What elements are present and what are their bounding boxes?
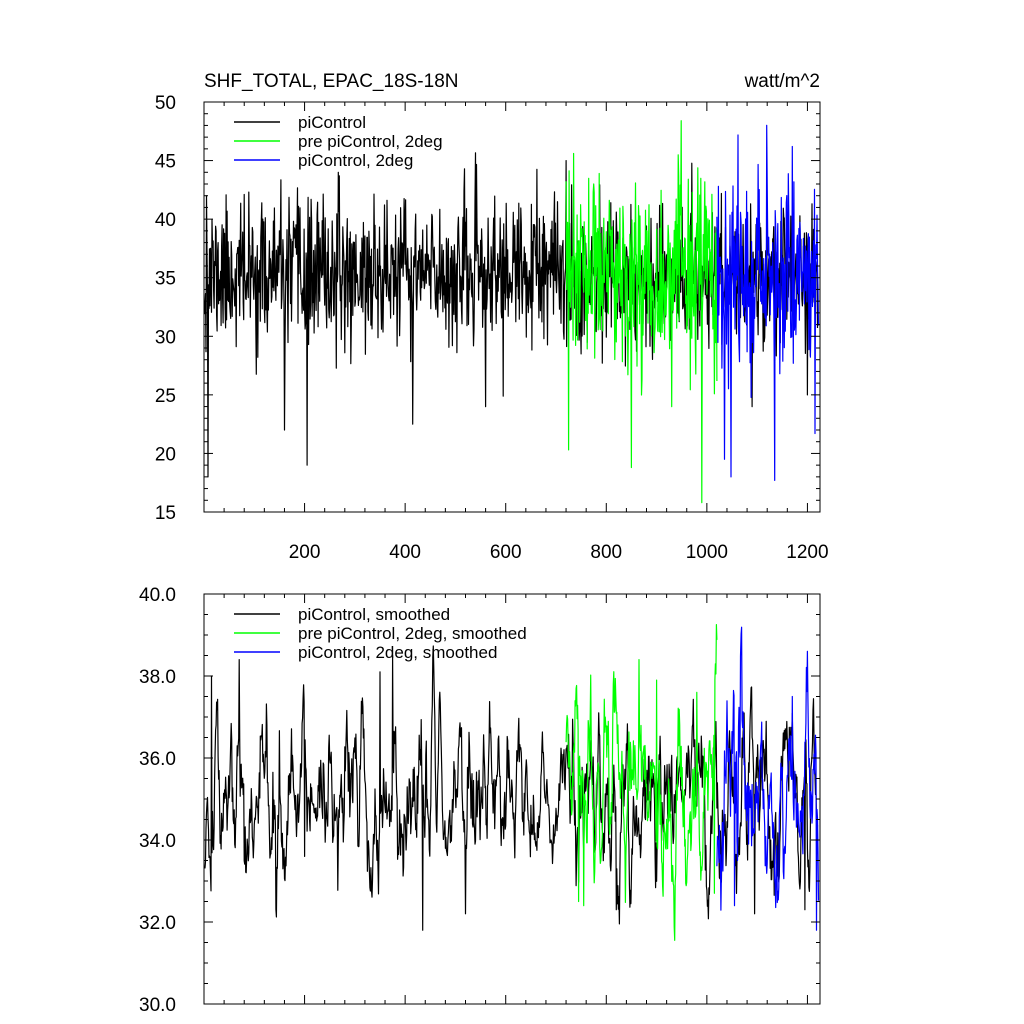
chart-top-series-line-3: [716, 124, 820, 481]
chart-bottom-legend-label-3: piControl, 2deg, smoothed: [298, 643, 497, 662]
chart-top-y-tick-label: 45: [155, 152, 176, 173]
chart-top-series: [203, 120, 820, 504]
chart-bottom-y-tick-label: 40.0: [139, 585, 176, 606]
chart-bottom-series: [204, 624, 820, 941]
chart-top-x-tick-label: 200: [289, 542, 321, 563]
chart-top-units: watt/m^2: [744, 71, 820, 92]
chart-top-x-tick-label: 600: [490, 542, 522, 563]
chart-top-legend-label-2: pre piControl, 2deg: [298, 132, 443, 151]
chart-bottom-series-line-2: [565, 624, 718, 941]
chart-top-frame: [203, 101, 821, 513]
chart-top-legend-label-3: piControl, 2deg: [298, 151, 413, 170]
chart-top-y-tick-label: 20: [155, 444, 176, 465]
chart-top-y-tick-label: 25: [155, 386, 176, 407]
chart-top-y-tick-label: 35: [155, 269, 176, 290]
chart-bottom-series-line-3: [716, 626, 820, 931]
chart-top-y-tick-label: 50: [155, 93, 176, 114]
chart-top-y-tick-label: 30: [155, 327, 176, 348]
chart-bottom-y-tick-label: 38.0: [139, 667, 176, 688]
chart-top-tick-labels: 200 400 600 800 1000 1200 15 20 25 30 35 40 45 50: [155, 93, 829, 563]
chart-top-legend-label-1: piControl: [298, 113, 366, 132]
chart-top-title: SHF_TOTAL, EPAC_18S-18N: [204, 71, 459, 92]
chart-top-y-tick-label: 40: [155, 210, 176, 231]
chart-bottom-y-tick-label: 36.0: [139, 749, 176, 770]
chart-bottom-tick-labels: 30.0 32.0 34.0 36.0 38.0 40.0: [139, 585, 176, 1016]
chart-bottom-y-tick-label: 32.0: [139, 913, 176, 934]
chart-top-series-line-2: [565, 120, 718, 504]
chart-top-y-tick-label: 15: [155, 503, 176, 524]
chart-bottom-y-tick-label: 34.0: [139, 831, 176, 852]
chart-bottom: 30.0 32.0 34.0 36.0 38.0 40.0 piControl, smoo…: [139, 585, 821, 1016]
chart-bottom-legend-label-2: pre piControl, 2deg, smoothed: [298, 624, 527, 643]
chart-bottom-ticks: [204, 593, 820, 1005]
chart-top-x-tick-label: 1200: [786, 542, 828, 563]
chart-bottom-y-tick-label: 30.0: [139, 995, 176, 1016]
chart-top-x-tick-label: 1000: [686, 542, 728, 563]
chart-bottom-series-line-1: [204, 645, 819, 931]
chart-top: SHF_TOTAL, EPAC_18S-18N watt/m^2 200 400 6…: [155, 71, 829, 563]
chart-top-x-tick-label: 400: [389, 542, 421, 563]
chart-top-ticks: [204, 101, 820, 513]
chart-top-x-tick-label: 800: [590, 542, 622, 563]
chart-bottom-legend-label-1: piControl, smoothed: [298, 605, 450, 624]
